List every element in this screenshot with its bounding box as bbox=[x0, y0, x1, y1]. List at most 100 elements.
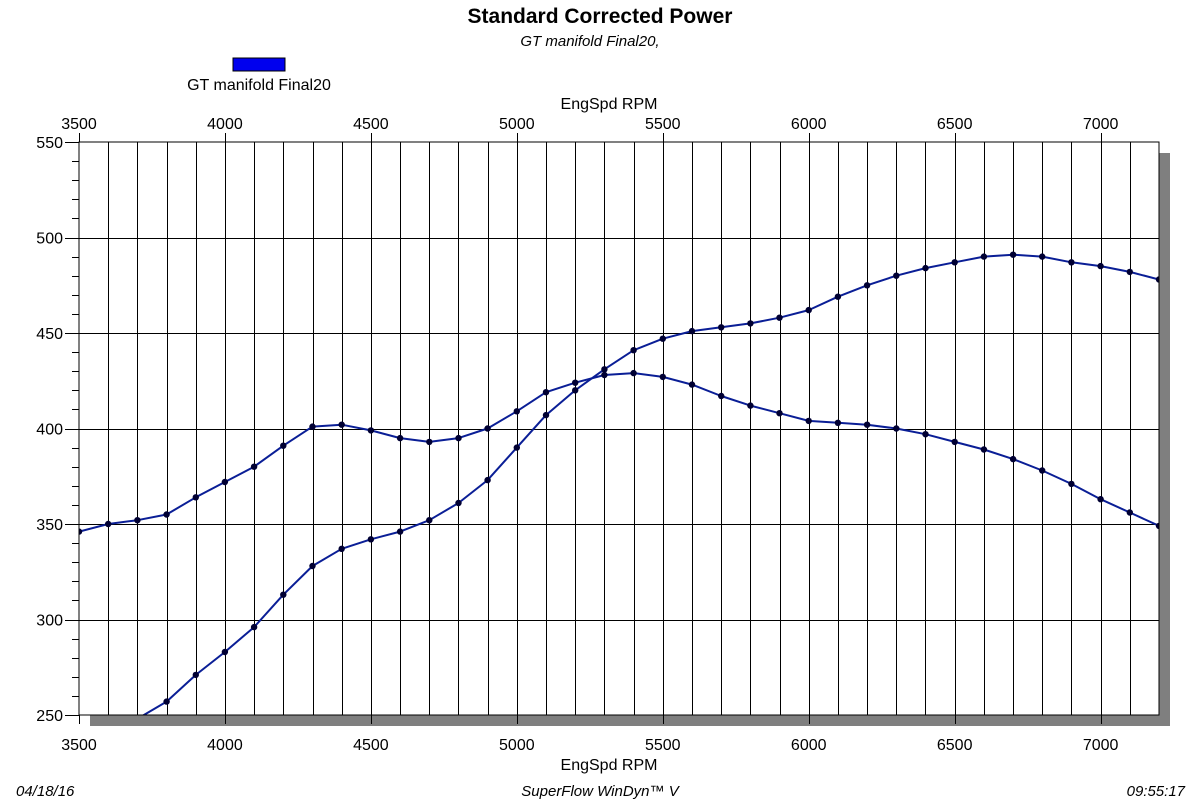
data-point bbox=[1068, 259, 1075, 266]
axis-ticks bbox=[65, 133, 1102, 724]
data-point bbox=[922, 431, 929, 438]
data-point bbox=[221, 478, 229, 486]
data-point bbox=[659, 373, 666, 381]
y-tick-label: 350 bbox=[36, 517, 63, 534]
data-point bbox=[338, 421, 345, 428]
chart-title: Standard Corrected Power bbox=[468, 5, 733, 28]
x-tick-label-top: 6000 bbox=[791, 116, 827, 133]
legend-swatch bbox=[232, 57, 286, 72]
x-tick-label-bottom: 5500 bbox=[645, 737, 681, 754]
data-point bbox=[455, 499, 462, 507]
data-point bbox=[688, 381, 696, 388]
data-point bbox=[280, 442, 287, 449]
series-1 bbox=[79, 369, 1159, 535]
y-tick-label: 450 bbox=[36, 326, 63, 343]
data-point bbox=[484, 476, 491, 484]
data-point bbox=[601, 366, 608, 373]
data-point bbox=[805, 417, 812, 425]
data-point bbox=[426, 517, 433, 524]
data-point bbox=[1155, 522, 1159, 530]
y-tick-label: 550 bbox=[36, 135, 63, 152]
data-point bbox=[805, 306, 812, 314]
data-point bbox=[250, 623, 258, 631]
data-point bbox=[1039, 253, 1046, 260]
data-point bbox=[1097, 262, 1104, 270]
x-tick-label-bottom: 5000 bbox=[499, 737, 535, 754]
data-point bbox=[834, 419, 842, 426]
data-point bbox=[309, 423, 316, 430]
y-tick-label: 400 bbox=[36, 422, 63, 439]
data-point bbox=[309, 562, 316, 570]
series bbox=[79, 251, 1159, 715]
x-tick-label-bottom: 4500 bbox=[353, 737, 389, 754]
data-point bbox=[1097, 496, 1104, 503]
data-point bbox=[367, 536, 375, 543]
data-point bbox=[280, 591, 287, 598]
data-point bbox=[951, 438, 958, 446]
x-tick-label-top: 3500 bbox=[61, 116, 97, 133]
data-point bbox=[367, 427, 375, 434]
y-tick-label: 250 bbox=[36, 708, 63, 725]
data-point bbox=[688, 327, 696, 335]
x-tick-label-bottom: 3500 bbox=[61, 737, 97, 754]
data-point bbox=[396, 434, 404, 442]
plot-border bbox=[78, 141, 1160, 716]
data-point bbox=[455, 434, 462, 442]
data-point bbox=[484, 425, 491, 432]
y-tick-label: 300 bbox=[36, 613, 63, 630]
series-line bbox=[141, 253, 1159, 715]
data-point bbox=[250, 463, 258, 470]
data-point bbox=[1009, 251, 1017, 258]
plot-area bbox=[79, 142, 1159, 715]
data-point bbox=[192, 671, 199, 679]
chart-subtitle: GT manifold Final20, bbox=[520, 33, 659, 50]
data-point bbox=[980, 253, 988, 260]
data-point bbox=[192, 494, 199, 501]
data-point bbox=[776, 410, 783, 417]
data-point bbox=[1126, 268, 1134, 276]
footer-software: SuperFlow WinDyn™ V bbox=[521, 783, 680, 800]
data-point bbox=[1039, 467, 1046, 474]
data-point bbox=[134, 517, 141, 524]
x-tick-label-bottom: 6000 bbox=[791, 737, 827, 754]
x-axis-title-bottom: EngSpd RPM bbox=[561, 757, 658, 774]
data-point bbox=[718, 324, 725, 331]
data-point bbox=[396, 528, 404, 535]
data-point bbox=[747, 320, 754, 327]
data-point bbox=[893, 272, 900, 279]
x-tick-label-top: 4000 bbox=[207, 116, 243, 133]
x-tick-label-top: 5500 bbox=[645, 116, 681, 133]
data-point bbox=[1068, 480, 1075, 488]
legend: GT manifold Final20 bbox=[187, 57, 331, 94]
x-tick-label-top: 4500 bbox=[353, 116, 389, 133]
data-point bbox=[951, 259, 958, 266]
data-point bbox=[542, 389, 550, 396]
data-point bbox=[1155, 276, 1159, 283]
series-line bbox=[79, 372, 1159, 533]
data-point bbox=[630, 347, 637, 354]
footer-date: 04/18/16 bbox=[16, 783, 75, 800]
x-tick-label-bottom: 4000 bbox=[207, 737, 243, 754]
grid bbox=[79, 142, 1159, 715]
data-point bbox=[572, 379, 579, 386]
data-point bbox=[718, 392, 725, 400]
data-point bbox=[863, 282, 871, 289]
x-axis-title-top: EngSpd RPM bbox=[561, 96, 658, 113]
data-point bbox=[863, 421, 871, 428]
data-point bbox=[105, 520, 112, 528]
data-point bbox=[163, 698, 170, 705]
legend-label: GT manifold Final20 bbox=[187, 77, 331, 94]
data-point bbox=[1126, 509, 1134, 516]
data-point bbox=[1009, 455, 1017, 463]
data-point bbox=[659, 335, 666, 342]
y-tick-label: 500 bbox=[36, 231, 63, 248]
data-point bbox=[834, 293, 842, 300]
data-point bbox=[221, 648, 229, 656]
footer-time: 09:55:17 bbox=[1127, 783, 1186, 800]
data-point bbox=[572, 387, 579, 394]
data-point bbox=[542, 411, 550, 419]
data-point bbox=[922, 264, 929, 272]
x-tick-label-bottom: 7000 bbox=[1083, 737, 1119, 754]
